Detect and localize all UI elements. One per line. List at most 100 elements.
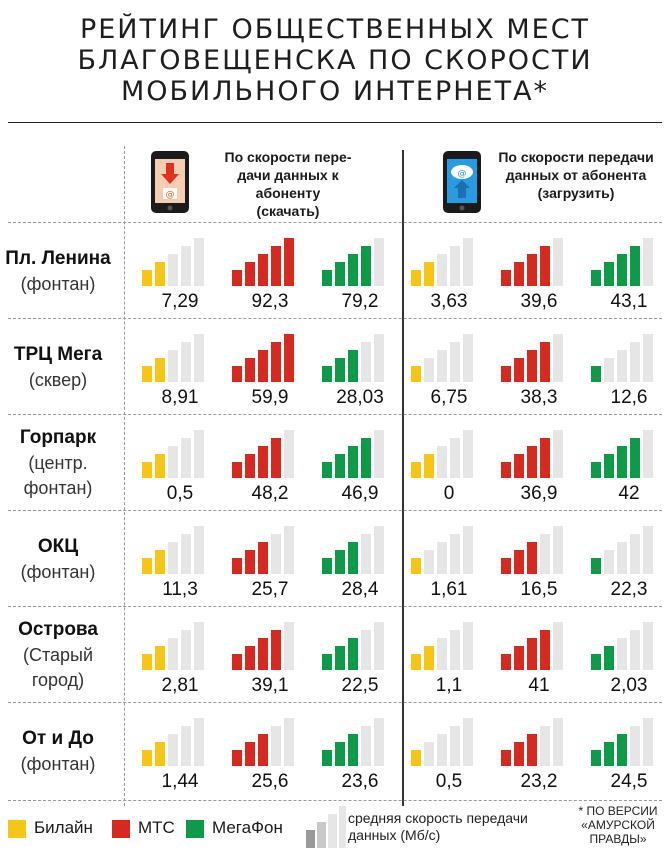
speed-value: 28,4 (341, 579, 379, 600)
signal-bars-beeline (142, 718, 204, 766)
speed-cell-megafon-download: 23,6 (320, 714, 400, 794)
download-header-line-3: (скачать) (256, 203, 320, 219)
signal-bar (335, 454, 345, 478)
signal-bar (643, 718, 653, 766)
signal-bar (245, 550, 255, 574)
signal-bar (604, 742, 614, 766)
legend-average-text: средняя скорость передачи данных (Мб/с) (348, 810, 568, 844)
speed-value: 59,9 (251, 387, 289, 408)
signal-bar (374, 334, 384, 382)
speed-value: 36,9 (520, 483, 558, 504)
signal-bar (463, 622, 473, 670)
signal-bar (540, 342, 550, 382)
signal-bar (643, 526, 653, 574)
signal-bar (424, 550, 434, 574)
legend-label-beeline: Билайн (34, 818, 93, 837)
signal-bar (591, 654, 601, 670)
signal-bar (232, 366, 242, 382)
signal-bars-mts (232, 430, 294, 478)
signal-bar (553, 430, 563, 478)
signal-bar (194, 430, 204, 478)
speed-cell-mts-upload: 23,2 (499, 714, 579, 794)
signal-bar (194, 718, 204, 766)
speed-cell-megafon-download: 22,5 (320, 618, 400, 698)
row-separator (8, 800, 662, 801)
signal-bar (437, 446, 447, 478)
signal-bar (258, 254, 268, 286)
signal-bar (322, 654, 332, 670)
signal-bar (284, 718, 294, 766)
signal-bars-beeline (142, 622, 204, 670)
row-separator (8, 510, 662, 511)
speed-value: 23,2 (520, 771, 558, 792)
signal-bar (514, 742, 524, 766)
signal-bars-megafon (591, 238, 653, 286)
speed-value: 1,44 (161, 771, 199, 792)
location-label: Пл. Ленина (фонтан) (0, 246, 116, 297)
signal-bar (411, 558, 421, 574)
signal-bar (284, 334, 294, 382)
location-label: ОКЦ (фонтан) (0, 534, 116, 585)
signal-bar (142, 366, 152, 382)
signal-bar (142, 654, 152, 670)
speed-value: 25,7 (251, 579, 289, 600)
signal-bar (617, 638, 627, 670)
signal-bars-megafon (591, 718, 653, 766)
signal-bar (322, 270, 332, 286)
signal-bar (604, 262, 614, 286)
signal-bar (630, 342, 640, 382)
row-separator (8, 414, 662, 415)
signal-bar (553, 334, 563, 382)
signal-bar (591, 270, 601, 286)
signal-bar (553, 718, 563, 766)
signal-bars-mts (501, 430, 563, 478)
title-divider (8, 122, 662, 123)
legend-swatch-beeline (8, 820, 26, 838)
signal-bar (411, 366, 421, 382)
signal-bar (335, 262, 345, 286)
signal-bar (374, 238, 384, 286)
signal-bar (514, 262, 524, 286)
signal-bars-beeline (142, 430, 204, 478)
signal-bar (181, 534, 191, 574)
signal-bar (527, 254, 537, 286)
signal-bars-beeline (411, 622, 473, 670)
speed-cell-megafon-upload: 22,3 (589, 522, 669, 602)
signal-bar (348, 254, 358, 286)
signal-bar (437, 638, 447, 670)
signal-bar (181, 726, 191, 766)
location-label: От и До (фонтан) (0, 726, 116, 777)
speed-cell-beeline-upload: 0 (409, 426, 489, 506)
speed-value: 22,5 (341, 675, 379, 696)
signal-bar (258, 446, 268, 478)
signal-bar (335, 646, 345, 670)
signal-bars-mts (232, 238, 294, 286)
signal-bar (348, 446, 358, 478)
location-detail: (фонтан) (20, 561, 96, 582)
row-separator (8, 606, 662, 607)
signal-bar (271, 246, 281, 286)
signal-bar (232, 750, 242, 766)
speed-cell-megafon-download: 79,2 (320, 234, 400, 314)
location-label: Острова (Старый город) (0, 617, 116, 693)
signal-bar (424, 742, 434, 766)
speed-value: 24,5 (610, 771, 648, 792)
signal-bar (322, 750, 332, 766)
signal-bar (450, 342, 460, 382)
speed-cell-beeline-download: 7,29 (140, 234, 220, 314)
signal-bar (617, 350, 627, 382)
signal-bar (258, 638, 268, 670)
signal-bar (181, 438, 191, 478)
download-header: @ По скорости пере- дачи данных к абонен… (150, 146, 390, 226)
signal-bar (271, 438, 281, 478)
speed-value: 1,1 (435, 675, 463, 696)
signal-bar (258, 734, 268, 766)
signal-bars-beeline (142, 238, 204, 286)
signal-bar (155, 262, 165, 286)
svg-text:@: @ (166, 190, 175, 200)
signal-bar (374, 430, 384, 478)
location-detail: город) (31, 670, 85, 690)
signal-bars-megafon (591, 526, 653, 574)
signal-bars-megafon (322, 526, 384, 574)
upload-header-line-2: данных от абонента (505, 167, 647, 183)
